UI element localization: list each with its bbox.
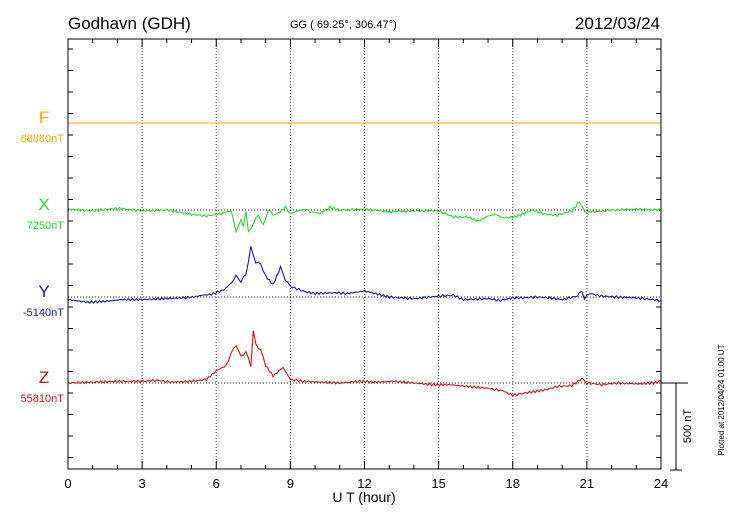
scale-bar bbox=[661, 382, 688, 471]
series-name-f: F bbox=[39, 108, 49, 127]
station-coordinates: GG ( 69.25°, 306.47°) bbox=[290, 19, 397, 31]
plotted-footnote: Plotted at 2012/04/24 01:00 UT bbox=[717, 344, 726, 455]
x-tick-label-21: 21 bbox=[580, 476, 594, 491]
axis-ticks bbox=[67, 39, 662, 469]
x-axis-label: U T (hour) bbox=[332, 489, 395, 505]
chart-date: 2012/03/24 bbox=[575, 14, 660, 33]
series-baseline-value-y: -5140nT bbox=[23, 307, 64, 319]
series-labels: F 88880nT X 7250nT Y -5140nT Z 55810nT bbox=[21, 108, 65, 405]
scale-bar-label: 500 nT bbox=[682, 409, 694, 444]
series-line-z bbox=[67, 330, 662, 397]
x-tick-label-12: 12 bbox=[357, 476, 371, 491]
series-baseline-value-x: 7250nT bbox=[27, 220, 65, 232]
series-name-x: X bbox=[38, 195, 49, 214]
x-tick-label-24: 24 bbox=[654, 476, 668, 491]
x-tick-label-3: 3 bbox=[139, 476, 146, 491]
series-line-x bbox=[67, 201, 662, 234]
series-name-y: Y bbox=[38, 282, 49, 301]
grid bbox=[141, 39, 588, 469]
x-tick-label-18: 18 bbox=[506, 476, 520, 491]
series-lines bbox=[67, 122, 662, 397]
x-tick-label-9: 9 bbox=[287, 476, 294, 491]
x-tick-label-6: 6 bbox=[213, 476, 220, 491]
x-tick-label-0: 0 bbox=[64, 476, 71, 491]
series-name-z: Z bbox=[39, 368, 49, 387]
series-line-y bbox=[67, 246, 662, 305]
x-tick-label-15: 15 bbox=[431, 476, 445, 491]
series-baseline-value-z: 55810nT bbox=[21, 393, 65, 405]
series-baseline-value-f: 88880nT bbox=[21, 133, 65, 145]
x-tick-labels: 0 3 6 9 12 15 18 21 24 bbox=[64, 476, 668, 491]
station-title: Godhavn (GDH) bbox=[68, 14, 191, 33]
plot-frame bbox=[67, 38, 662, 470]
